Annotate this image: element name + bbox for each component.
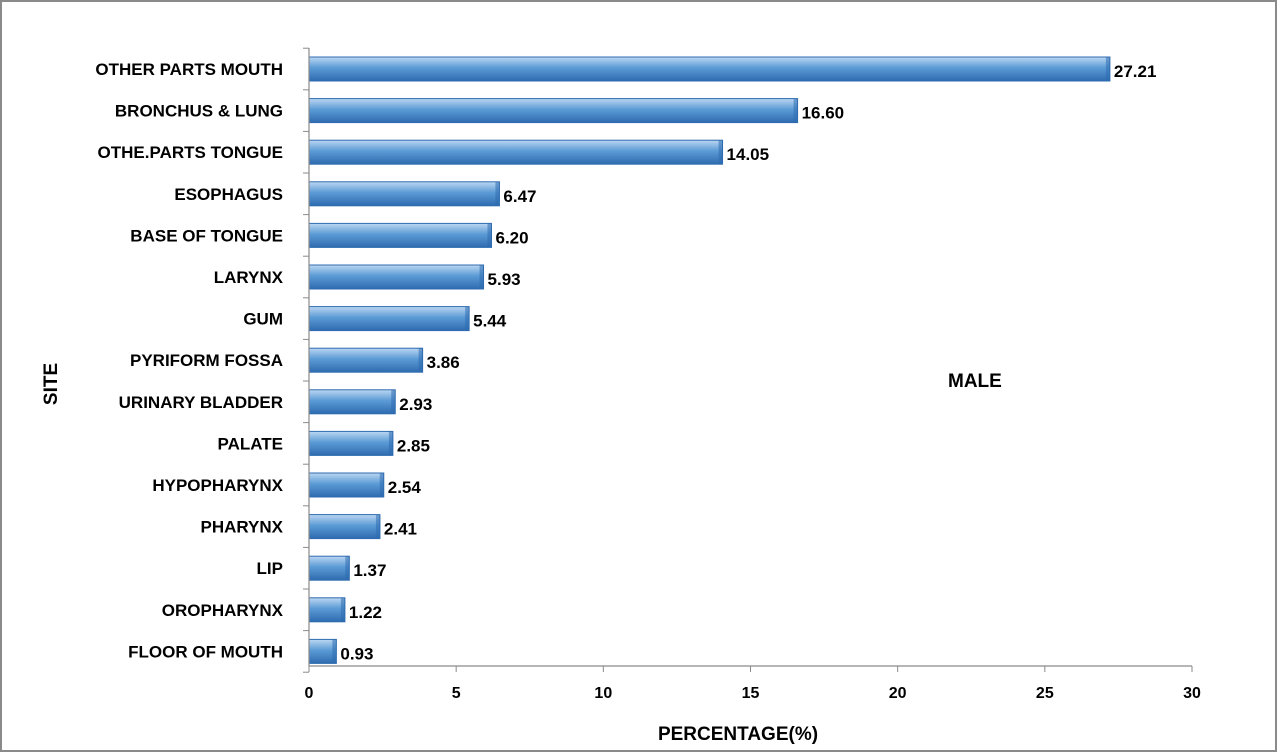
data-label: 0.93 [340, 644, 373, 663]
x-tick-label: 20 [889, 685, 907, 702]
x-tick-label: 0 [305, 685, 314, 702]
category-label: HYPOPHARYNX [152, 476, 283, 495]
data-label: 1.22 [349, 603, 382, 622]
data-label: 5.44 [473, 312, 507, 331]
bar-end-cap [1105, 57, 1110, 81]
bar-end-cap [375, 514, 380, 539]
bar [308, 222, 492, 248]
category-label: FLOOR OF MOUTH [128, 642, 283, 661]
bar-end-cap [340, 597, 345, 622]
labels-layer: OTHER PARTS MOUTH 27.21 BRONCHUS & LUNG 16.… [95, 60, 1201, 702]
male-annotation: MALE [948, 371, 1002, 392]
bar [308, 181, 500, 207]
data-label: 6.47 [503, 187, 536, 206]
category-label: BRONCHUS & LUNG [115, 102, 283, 121]
bar [308, 555, 350, 581]
bar-end-cap [465, 306, 470, 331]
category-label: PHARYNX [201, 518, 284, 537]
bar-end-cap [418, 348, 423, 373]
data-label: 2.41 [384, 520, 417, 539]
bar [308, 264, 485, 290]
x-tick-label: 10 [594, 685, 612, 702]
bar [308, 638, 337, 664]
data-label: 2.85 [397, 436, 430, 455]
category-label: OROPHARYNX [162, 601, 284, 620]
data-label: 16.60 [802, 104, 845, 123]
bar [308, 56, 1111, 82]
data-label: 14.05 [727, 145, 770, 164]
x-tick-label: 15 [742, 685, 760, 702]
bar [308, 472, 385, 498]
x-tick-label: 30 [1183, 685, 1201, 702]
data-label: 2.54 [388, 478, 422, 497]
bar [308, 514, 381, 540]
bar-end-cap [495, 181, 500, 206]
axis-layer [303, 47, 1193, 673]
bar-end-cap [391, 389, 396, 414]
bar-end-cap [379, 473, 384, 497]
bar-end-cap [388, 431, 393, 456]
bar [308, 430, 394, 456]
y-axis-title: SITE [41, 363, 62, 405]
bar-end-cap [345, 556, 350, 581]
category-label: PYRIFORM FOSSA [130, 351, 283, 370]
bar [308, 98, 799, 124]
x-tick-label: 25 [1036, 685, 1054, 702]
category-label: LIP [257, 559, 283, 578]
bar-end-cap [718, 140, 723, 165]
x-axis-title: PERCENTAGE(%) [658, 724, 818, 745]
bar [308, 597, 346, 623]
category-label: GUM [243, 310, 283, 329]
category-label: OTHER PARTS MOUTH [95, 60, 283, 79]
data-label: 3.86 [427, 353, 460, 372]
bar [308, 306, 470, 332]
data-label: 1.37 [353, 561, 386, 580]
category-label: LARYNX [214, 268, 284, 287]
category-label: URINARY BLADDER [119, 393, 283, 412]
data-label: 6.20 [495, 228, 528, 247]
bar-end-cap [793, 98, 798, 123]
category-label: BASE OF TONGUE [130, 226, 283, 245]
bar-end-cap [479, 265, 484, 289]
category-label: OTHE.PARTS TONGUE [98, 143, 283, 162]
data-label: 2.93 [399, 395, 432, 414]
data-label: 27.21 [1114, 62, 1157, 81]
category-label: ESOPHAGUS [174, 185, 283, 204]
bar-end-cap [332, 639, 337, 664]
bar [308, 347, 424, 373]
category-label: PALATE [218, 434, 283, 453]
x-tick-label: 5 [452, 685, 461, 702]
bar [308, 389, 396, 415]
bar-end-cap [487, 223, 492, 248]
bar [308, 139, 724, 165]
data-label: 5.93 [488, 270, 521, 289]
